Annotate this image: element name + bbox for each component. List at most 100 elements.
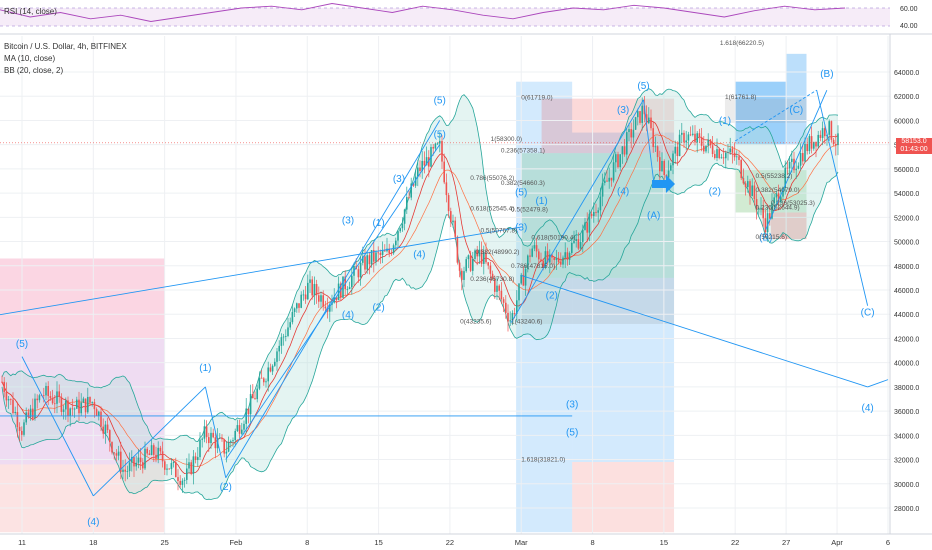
rsi-pane: 60.00 40.00 — [0, 0, 932, 35]
candle-body — [18, 427, 21, 431]
candle-body — [509, 320, 511, 322]
candle-body — [542, 260, 544, 268]
candle-body — [133, 457, 135, 467]
candle-body — [135, 462, 137, 467]
candle-body — [309, 279, 311, 283]
candle-body — [538, 251, 540, 260]
candle-body — [199, 439, 201, 458]
candle-body — [804, 143, 806, 162]
price-tick-label: 64000.0 — [894, 70, 919, 77]
candle-body — [109, 430, 111, 443]
wave-label: (5) — [515, 188, 527, 199]
candle-body — [302, 294, 305, 296]
candle-body — [320, 295, 322, 302]
candle-body — [186, 468, 188, 480]
trend-line-down — [521, 275, 868, 388]
rsi-bg — [0, 0, 932, 34]
candle-body — [219, 437, 221, 439]
candle-body — [153, 445, 155, 455]
time-tick-label: 25 — [160, 538, 168, 547]
candle-body — [38, 395, 41, 401]
candle-body — [661, 160, 663, 172]
symbol-legend[interactable]: Bitcoin / U.S. Dollar, 4h, BITFINEX — [4, 42, 127, 51]
candle-body — [348, 287, 351, 289]
wave-label: (3) — [342, 215, 354, 226]
time-tick-label: 15 — [374, 538, 382, 547]
candle-body — [36, 398, 38, 401]
wave-a — [21, 356, 94, 497]
candle-body — [243, 423, 245, 430]
candle-body — [370, 250, 373, 265]
ma-legend[interactable]: MA (10, close) — [4, 54, 56, 63]
fib-level-label: 1.618(66220.5) — [720, 40, 764, 47]
candle-body — [170, 463, 173, 470]
candle-body — [223, 439, 225, 454]
candle-body — [821, 128, 824, 138]
candle-body — [830, 121, 833, 140]
candle-body — [166, 468, 168, 470]
candle-body — [287, 327, 289, 337]
annotations: (5) (4) (1) (2) (3) (4) (1) (2) (3) (4) (5) (5) (5) (… — [16, 40, 875, 528]
candle-body — [304, 294, 307, 300]
candle-body — [93, 402, 96, 410]
candle-body — [45, 385, 47, 396]
candle-body — [293, 308, 296, 313]
candle-body — [49, 396, 52, 399]
candle-body — [586, 222, 588, 233]
candle-body — [131, 457, 133, 463]
candle-body — [120, 451, 122, 472]
candle-body — [234, 430, 236, 441]
trend-ext — [867, 379, 889, 388]
candle-body — [496, 285, 498, 292]
candle-body — [111, 442, 113, 453]
candle-body — [122, 469, 124, 472]
candle-body — [298, 303, 300, 308]
candle-body — [115, 453, 118, 456]
fib-level-label: 0.382(48990.2) — [475, 249, 519, 256]
candle-body — [692, 133, 694, 135]
candle-body — [808, 136, 811, 152]
candle-body — [579, 241, 582, 249]
candle-body — [718, 149, 720, 159]
candle-body — [190, 462, 192, 474]
price-tick-label: 46000.0 — [894, 288, 919, 295]
candle-body — [106, 424, 109, 431]
bb-legend[interactable]: BB (20, close, 2) — [4, 66, 64, 75]
price-tick-label: 36000.0 — [894, 409, 919, 416]
wave-label: (5) — [637, 81, 649, 92]
bb-fill — [2, 88, 838, 500]
candle-body — [672, 153, 674, 166]
rsi-legend: RSI (14, close) — [4, 7, 57, 16]
candle-body — [703, 145, 705, 152]
time-tick-label: 22 — [731, 538, 739, 547]
candle-body — [784, 167, 786, 188]
candle-body — [329, 304, 331, 312]
candle-body — [25, 412, 27, 423]
zone-blue-left — [516, 81, 573, 533]
wave-c-projection — [816, 90, 869, 306]
candle-body — [274, 361, 276, 366]
candle-body — [564, 252, 566, 258]
candle-body — [379, 252, 382, 255]
time-tick-label: 8 — [590, 538, 594, 547]
candle-body — [221, 437, 223, 440]
candle-body — [749, 181, 751, 197]
candle-body — [637, 111, 639, 118]
candle-body — [399, 228, 401, 232]
time-tick-label: 11 — [18, 538, 26, 547]
candle-body — [450, 211, 452, 223]
candle-body — [441, 140, 443, 162]
candle-body — [362, 256, 364, 263]
candle-body — [681, 132, 683, 135]
candle-body — [806, 143, 808, 152]
candle-body — [597, 210, 599, 213]
ma-line — [1, 120, 839, 475]
candle-body — [483, 252, 485, 264]
candle-body — [799, 153, 802, 166]
candle-body — [604, 180, 606, 183]
candle-body — [271, 365, 274, 372]
candle-body — [417, 167, 419, 177]
candle-body — [188, 462, 190, 469]
candle-body — [126, 471, 129, 472]
